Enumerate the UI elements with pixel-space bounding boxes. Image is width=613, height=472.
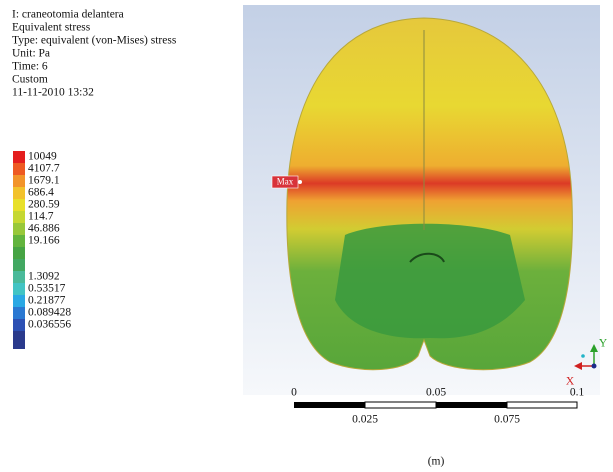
legend-label: 0.089428 — [28, 307, 71, 319]
header-line: Custom — [12, 74, 48, 86]
probe-label: Max — [277, 177, 294, 187]
header-line: Equivalent stress — [12, 22, 91, 34]
legend-label: 10049 — [28, 151, 57, 163]
triad-y: Y — [599, 338, 608, 350]
stress-region — [335, 224, 525, 338]
header-line: 11-11-2010 13:32 — [12, 87, 94, 99]
legend-label: 4107.7 — [28, 163, 60, 175]
scale-label: 0.025 — [352, 414, 378, 426]
scale-label: 0.075 — [494, 414, 520, 426]
legend-label: 280.59 — [28, 199, 60, 211]
header-line: Unit: Pa — [12, 48, 50, 60]
scale-label: 0 — [291, 387, 297, 399]
legend-label: 686.4 — [28, 187, 54, 199]
header-line: Type: equivalent (von-Mises) stress — [12, 35, 177, 47]
figure: Max Y X I: craneotomia delanteraEquivale… — [0, 0, 613, 472]
legend-label: 0.53517 — [28, 283, 66, 295]
legend-label: 1679.1 — [28, 175, 60, 187]
color-bar — [13, 151, 25, 349]
probe-point — [298, 180, 302, 184]
scale-label: 0.1 — [570, 387, 585, 399]
legend-label: 0.036556 — [28, 319, 71, 331]
legend-label: 1.3092 — [28, 271, 60, 283]
legend-label: 0.21877 — [28, 295, 66, 307]
legend-label: 46.886 — [28, 223, 60, 235]
legend-label: 19.166 — [28, 235, 60, 247]
page: Max Y X I: craneotomia delanteraEquivale… — [0, 0, 613, 472]
scale-label: 0.05 — [426, 387, 446, 399]
header-line: I: craneotomia delantera — [12, 9, 124, 21]
legend-label: 114.7 — [28, 211, 54, 223]
scale-unit: (m) — [428, 456, 445, 468]
scale-bar — [294, 402, 577, 408]
header-line: Time: 6 — [12, 61, 48, 73]
